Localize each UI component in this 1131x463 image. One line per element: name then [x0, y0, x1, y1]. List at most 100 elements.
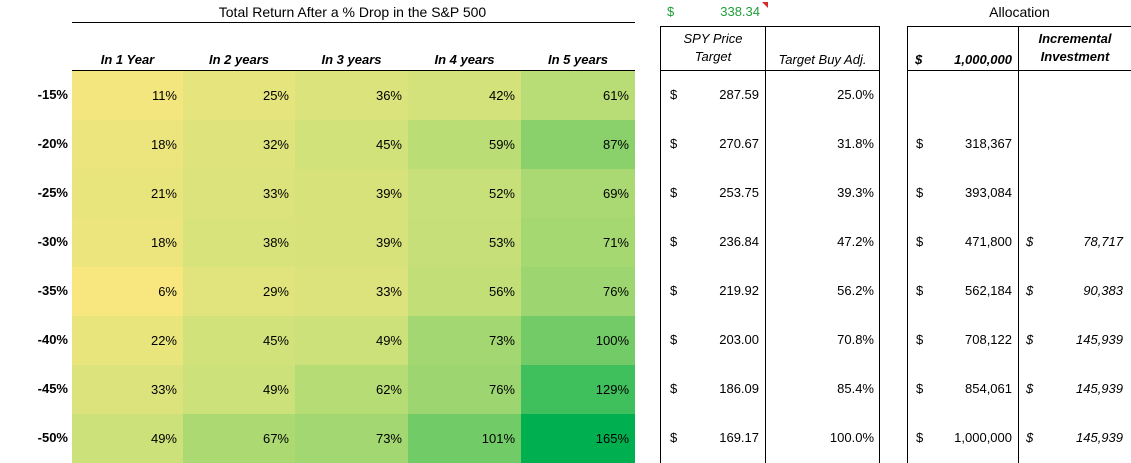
- heatmap-cell: 45%: [295, 120, 408, 169]
- allocation-amount-value: 708,122: [965, 332, 1012, 347]
- incremental-investment-currency: $: [1026, 283, 1034, 298]
- allocation-amount-value: 854,061: [965, 381, 1012, 396]
- target-buy-adj-value: 100.0%: [829, 430, 874, 445]
- incremental-investment-value: 145,939: [1076, 430, 1123, 445]
- allocation-amount-value: 471,800: [965, 234, 1012, 249]
- heatmap-row-label: -25%: [37, 185, 68, 200]
- allocation-total-value: 1,000,000: [954, 52, 1012, 67]
- heatmap-column-header: In 3 years: [321, 52, 382, 67]
- incremental-investment-header: Incremental Investment: [1038, 31, 1112, 64]
- heatmap-cell: 87%: [521, 120, 635, 169]
- target-price-value: 186.09: [719, 381, 759, 396]
- target-price-currency: $: [670, 381, 678, 396]
- allocation-amount-currency: $: [916, 430, 924, 445]
- heatmap-column-header: In 2 years: [209, 52, 269, 67]
- target-buy-adj-value: 85.4%: [837, 381, 874, 396]
- targets-box-middle-border: [765, 26, 766, 463]
- heatmap-row-label: -50%: [37, 430, 68, 445]
- heatmap-cell: 49%: [295, 316, 408, 365]
- target-price-value: 270.67: [719, 136, 759, 151]
- targets-box-header-border: [660, 70, 880, 71]
- heatmap-cell: 56%: [408, 267, 521, 316]
- heatmap-cell: 18%: [72, 218, 183, 267]
- allocation-amount-value: 1,000,000: [954, 430, 1012, 445]
- allocation-amount-currency: $: [916, 283, 924, 298]
- target-buy-adj-value: 31.8%: [837, 136, 874, 151]
- target-buy-adj-value: 39.3%: [837, 185, 874, 200]
- heatmap-cell: 101%: [408, 414, 521, 463]
- heatmap-cell: 69%: [521, 169, 635, 218]
- target-buy-adj-value: 47.2%: [837, 234, 874, 249]
- heatmap-cell: 42%: [408, 71, 521, 120]
- target-buy-adj-value: 25.0%: [837, 87, 874, 102]
- target-price-value: 287.59: [719, 87, 759, 102]
- heatmap-cell: 71%: [521, 218, 635, 267]
- target-price-currency: $: [670, 283, 678, 298]
- target-price-currency: $: [670, 185, 678, 200]
- heatmap-row-label: -20%: [37, 136, 68, 151]
- heatmap-cell: 73%: [295, 414, 408, 463]
- allocation-amount-currency: $: [916, 136, 924, 151]
- heatmap-cell: 6%: [72, 267, 183, 316]
- heatmap-cell: 45%: [183, 316, 295, 365]
- target-buy-adj-header: Target Buy Adj.: [778, 52, 867, 67]
- heatmap-cell: 25%: [183, 71, 295, 120]
- heatmap-cell: 129%: [521, 365, 635, 414]
- comment-indicator-icon: [762, 2, 768, 8]
- incremental-investment-value: 145,939: [1076, 332, 1123, 347]
- incremental-investment-currency: $: [1026, 430, 1034, 445]
- allocation-box-middle-border: [1018, 26, 1019, 463]
- target-buy-adj-value: 70.8%: [837, 332, 874, 347]
- target-price-value: 169.17: [719, 430, 759, 445]
- heatmap-row-label: -15%: [37, 87, 68, 102]
- heatmap-row-label: -45%: [37, 381, 68, 396]
- allocation-amount-currency: $: [916, 234, 924, 249]
- heatmap-cell: 18%: [72, 120, 183, 169]
- heatmap-cell: 100%: [521, 316, 635, 365]
- allocation-amount-currency: $: [916, 332, 924, 347]
- heatmap-cell: 76%: [408, 365, 521, 414]
- heatmap-cell: 49%: [183, 365, 295, 414]
- incremental-investment-value: 78,717: [1083, 234, 1123, 249]
- incremental-investment-value: 145,939: [1076, 381, 1123, 396]
- target-buy-adj-value: 56.2%: [837, 283, 874, 298]
- heatmap-cell: 76%: [521, 267, 635, 316]
- heatmap-row-label: -35%: [37, 283, 68, 298]
- heatmap-cell: 36%: [295, 71, 408, 120]
- heatmap-cell: 49%: [72, 414, 183, 463]
- heatmap-cell: 39%: [295, 218, 408, 267]
- targets-box-right-border: [879, 26, 880, 463]
- allocation-total-currency: $: [915, 52, 923, 67]
- allocation-box-left-border: [907, 26, 908, 463]
- heatmap-header-underline: [72, 70, 635, 71]
- heatmap-column-header: In 5 years: [548, 52, 608, 67]
- target-price-currency: $: [670, 430, 678, 445]
- heatmap-cell: 11%: [72, 71, 183, 120]
- allocation-amount-value: 562,184: [965, 283, 1012, 298]
- target-price-value: 219.92: [719, 283, 759, 298]
- heatmap-cell: 73%: [408, 316, 521, 365]
- target-price-currency: $: [670, 87, 678, 102]
- allocation-box-header-border: [907, 70, 1131, 71]
- target-price-currency: $: [670, 234, 678, 249]
- target-price-value: 236.84: [719, 234, 759, 249]
- spy-price-value: 338.34: [720, 4, 760, 19]
- heatmap-column-header: In 4 years: [434, 52, 495, 67]
- heatmap-cell: 62%: [295, 365, 408, 414]
- allocation-amount-currency: $: [916, 381, 924, 396]
- heatmap-cell: 33%: [72, 365, 183, 414]
- incremental-investment-currency: $: [1026, 234, 1034, 249]
- heatmap-cell: 29%: [183, 267, 295, 316]
- heatmap-cell: 33%: [183, 169, 295, 218]
- spy-price-currency: $: [667, 4, 675, 19]
- heatmap-cell: 32%: [183, 120, 295, 169]
- targets-box-top-border: [660, 26, 880, 27]
- allocation-amount-value: 393,084: [965, 185, 1012, 200]
- target-price-value: 203.00: [719, 332, 759, 347]
- allocation-title: Allocation: [989, 4, 1050, 20]
- heatmap-cell: 59%: [408, 120, 521, 169]
- incremental-investment-value: 90,383: [1083, 283, 1123, 298]
- incremental-investment-currency: $: [1026, 381, 1034, 396]
- target-price-currency: $: [670, 332, 678, 347]
- heatmap-title: Total Return After a % Drop in the S&P 5…: [218, 4, 487, 20]
